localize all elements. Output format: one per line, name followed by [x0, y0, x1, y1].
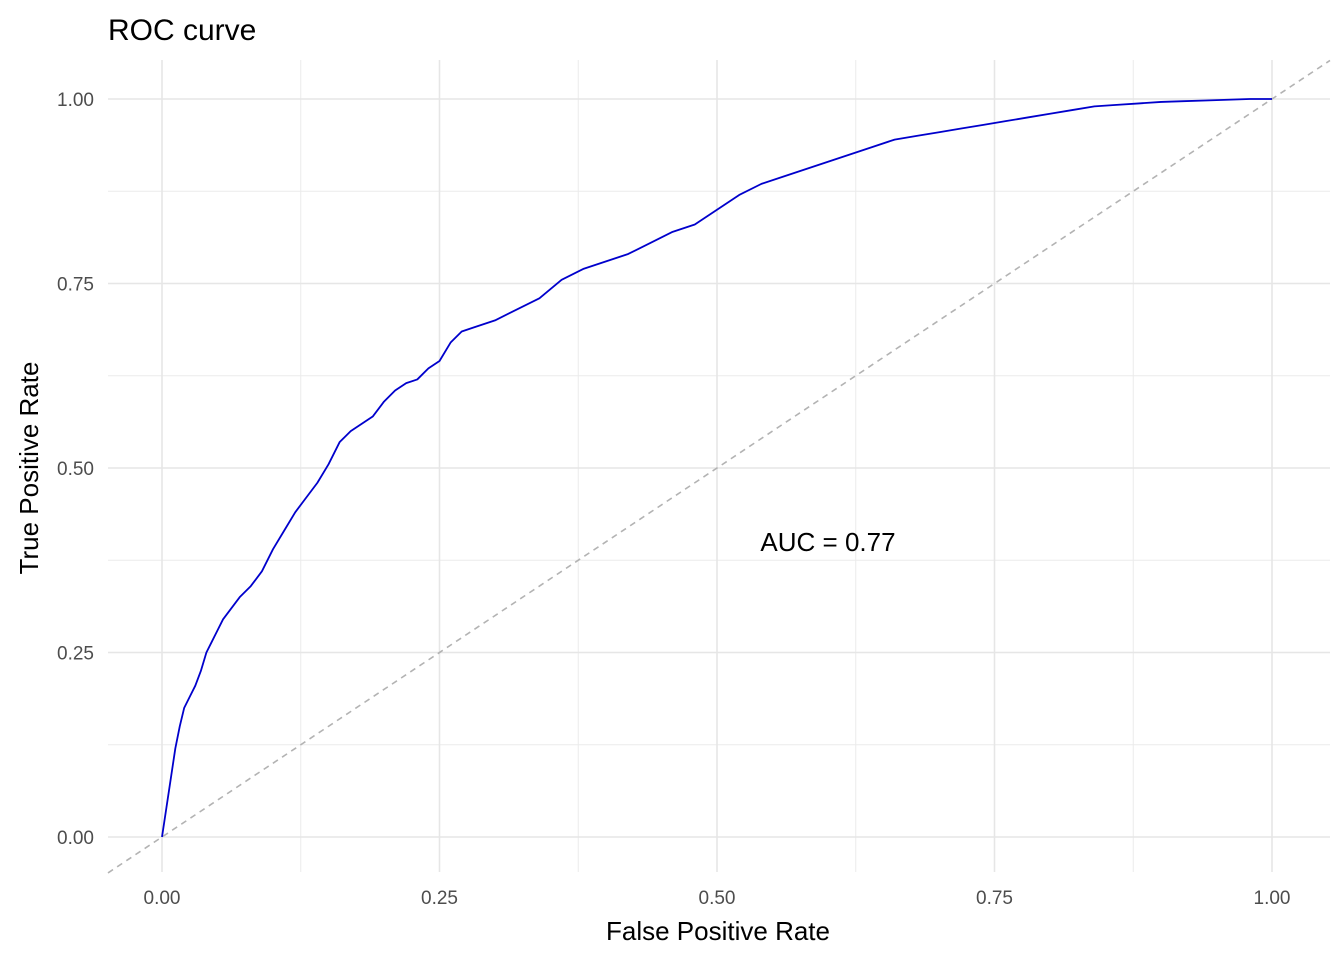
x-tick-label: 0.75	[976, 888, 1013, 909]
y-tick-label: 0.75	[57, 275, 94, 296]
y-tick-labels: 0.00 0.25 0.50 0.75 1.00	[57, 90, 94, 849]
x-axis-title: False Positive Rate	[606, 916, 830, 946]
x-tick-label: 1.00	[1254, 888, 1291, 909]
auc-annotation: AUC = 0.77	[760, 527, 895, 557]
y-tick-label: 1.00	[57, 90, 94, 111]
chart-title: ROC curve	[108, 14, 256, 47]
x-tick-label: 0.25	[421, 888, 458, 909]
reference-diagonal-line	[108, 60, 1330, 872]
y-tick-label: 0.50	[57, 459, 94, 480]
x-tick-label: 0.00	[144, 888, 181, 909]
y-tick-label: 0.00	[57, 828, 94, 849]
x-tick-label: 0.50	[699, 888, 736, 909]
y-tick-label: 0.25	[57, 644, 94, 665]
reference-diagonal-layer	[108, 60, 1330, 872]
y-axis-title: True Positive Rate	[14, 362, 44, 575]
x-tick-labels: 0.00 0.25 0.50 0.75 1.00	[144, 888, 1291, 909]
